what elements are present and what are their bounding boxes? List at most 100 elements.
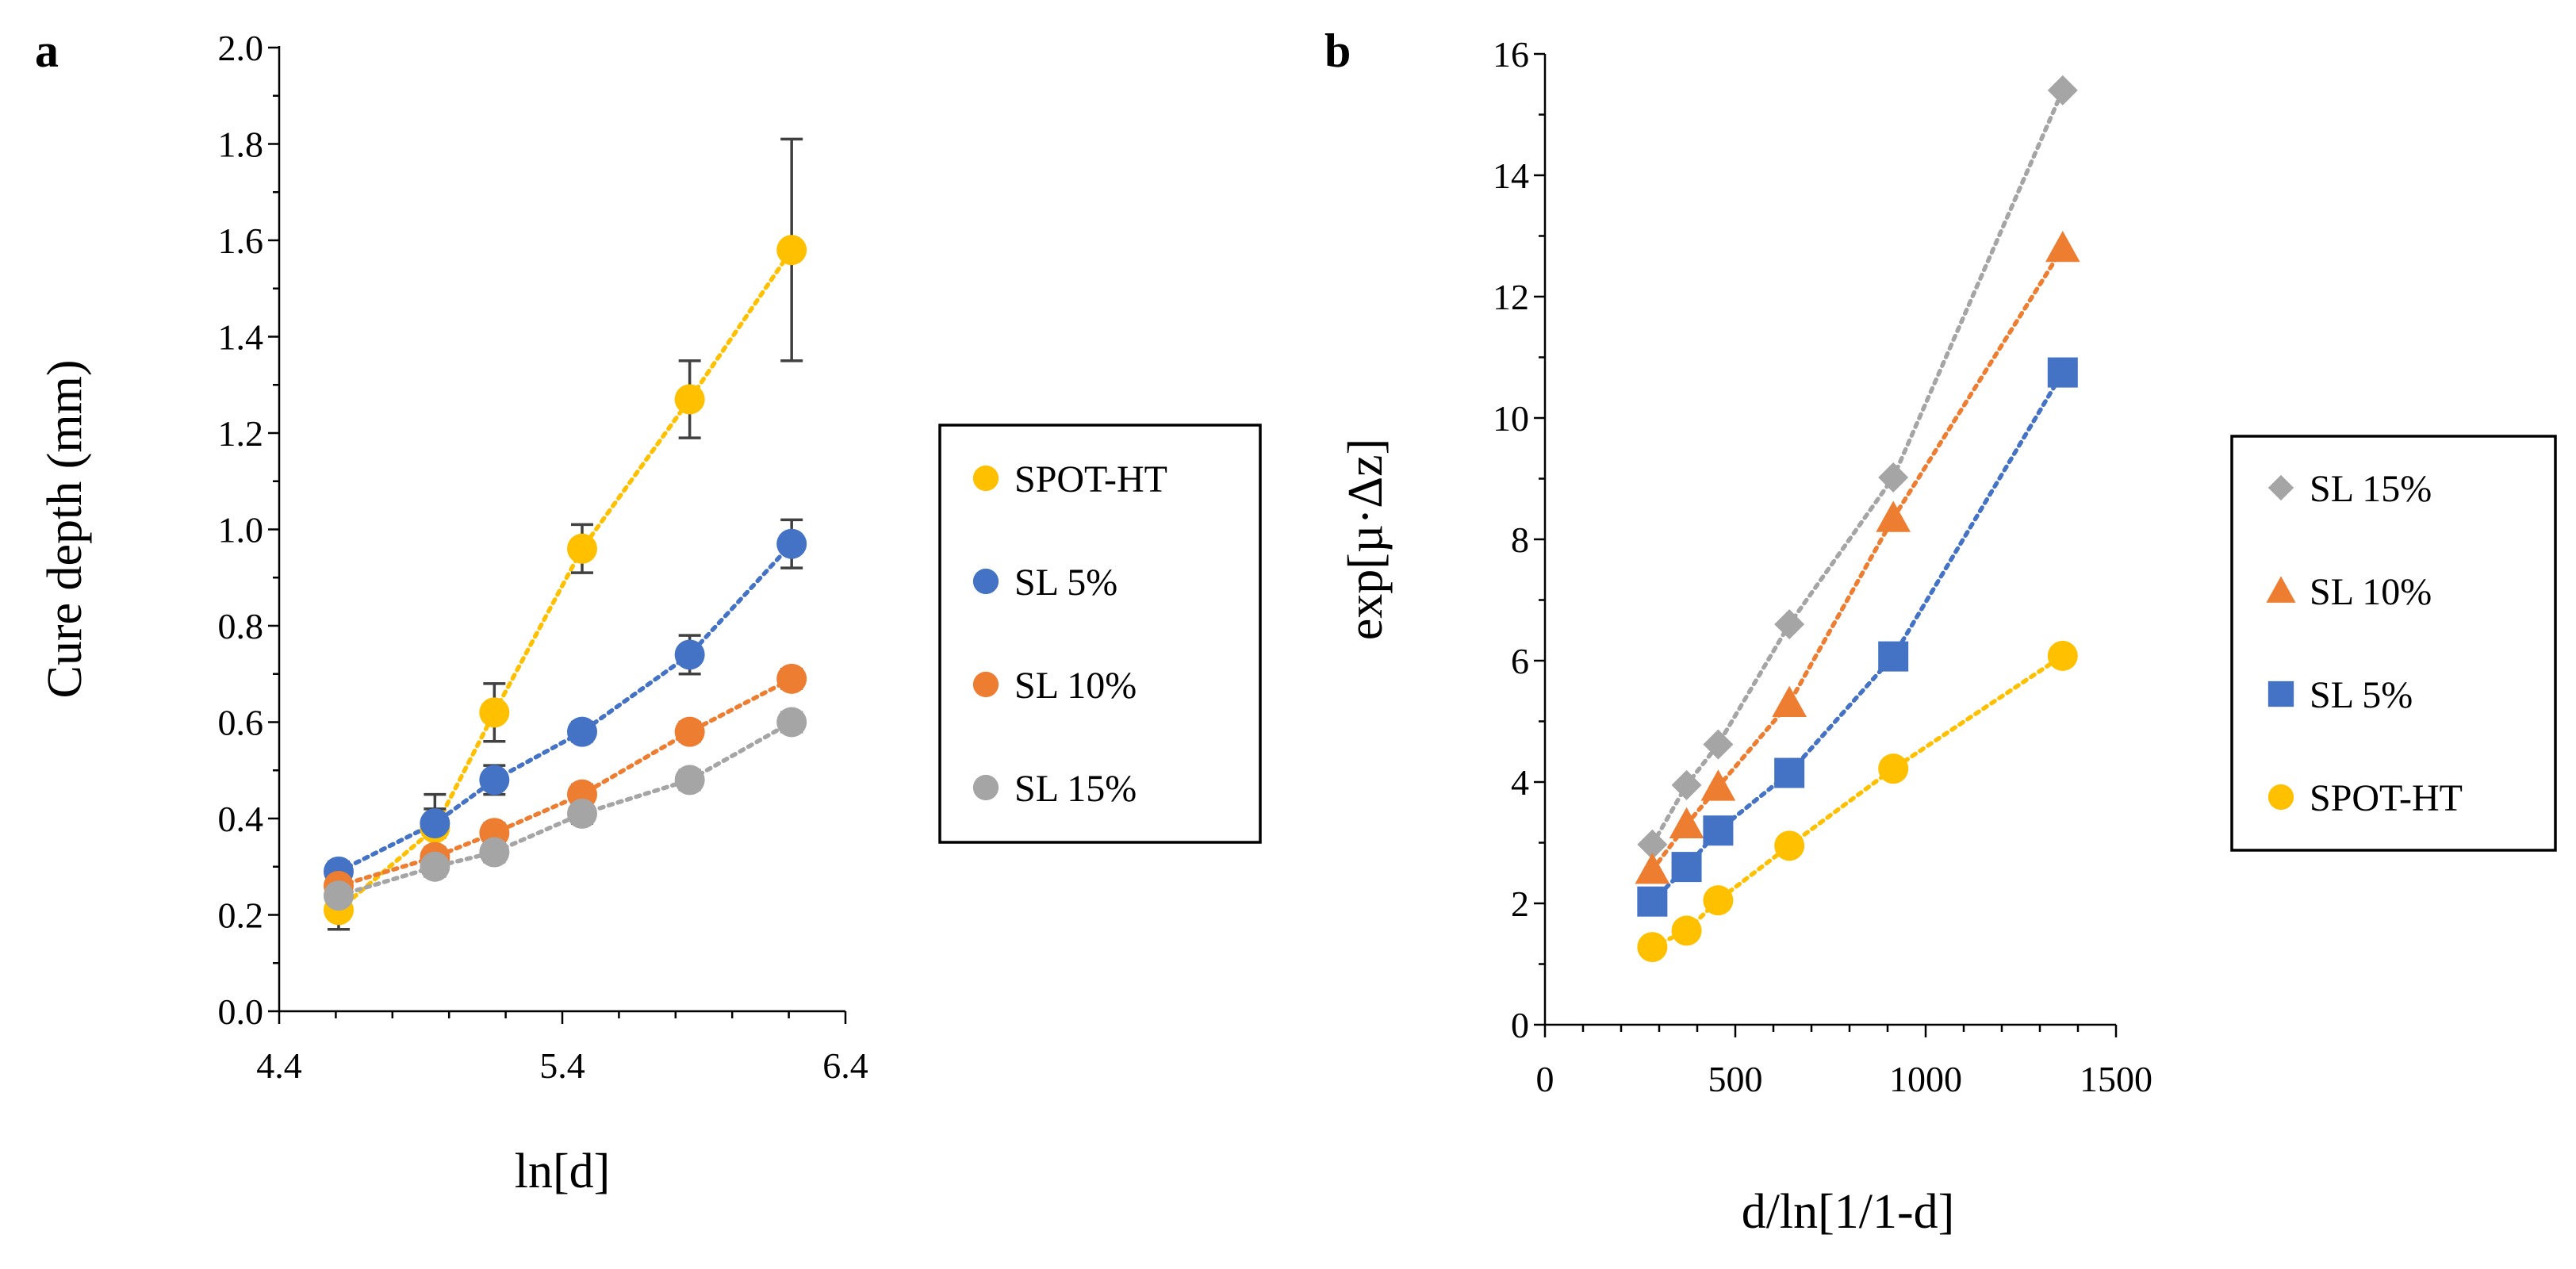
panel-a-label: a: [35, 25, 59, 77]
legend-marker-spot-ht: [2267, 784, 2294, 811]
y-tick-label: 0.0: [218, 991, 264, 1032]
data-point-sl-15: [674, 765, 705, 796]
y-tick-label: 16: [1493, 34, 1529, 75]
data-point-sl-15: [1671, 769, 1702, 800]
data-point-sl-5: [1703, 815, 1734, 846]
data-point-sl-5: [1637, 886, 1668, 917]
data-point-spot-ht: [479, 697, 510, 728]
legend-marker-sl-5: [2267, 681, 2294, 707]
x-tick-label: 500: [1708, 1059, 1763, 1099]
data-point-sl-5: [1774, 757, 1805, 788]
legend-marker-sl-5: [972, 568, 999, 595]
y-tick-label: 0.6: [218, 703, 264, 743]
data-point-spot-ht: [776, 235, 807, 266]
data-point-sl-15: [776, 707, 807, 738]
y-tick-label: 0.4: [218, 799, 264, 839]
x-tick-label: 5.4: [539, 1045, 585, 1086]
data-point-sl-15: [323, 880, 354, 911]
x-tick-label: 0: [1536, 1059, 1554, 1099]
legend-label-sl-5: SL 5%: [2310, 674, 2413, 716]
data-point-sl-10: [1876, 500, 1911, 532]
y-tick-label: 0.2: [218, 895, 264, 936]
y-tick-label: 1.4: [218, 317, 264, 358]
y-tick-label: 1.6: [218, 220, 264, 261]
data-point-spot-ht: [1878, 753, 1909, 784]
y-tick-label: 0.8: [218, 606, 264, 646]
data-point-sl-10: [1669, 807, 1704, 839]
panel-a-x-axis-title: ln[d]: [515, 1144, 611, 1198]
y-tick-label: 14: [1493, 155, 1529, 196]
legend-marker-sl-15: [972, 774, 999, 801]
data-point-spot-ht: [1671, 915, 1702, 946]
x-tick-label: 1000: [1889, 1059, 1962, 1099]
trendline-sl-5: [336, 541, 794, 874]
y-tick-label: 1.8: [218, 125, 264, 165]
panel-b-legend: SL 15% SL 10% SL 5% SPOT-HT: [2230, 435, 2557, 852]
y-tick-label: 10: [1493, 398, 1529, 439]
data-point-sl-10: [776, 663, 807, 694]
data-point-sl-5: [674, 639, 705, 670]
data-point-spot-ht: [566, 533, 597, 564]
x-tick-label: 1500: [2080, 1059, 2152, 1099]
data-point-sl-15: [479, 837, 510, 868]
legend-label-spot-ht: SPOT-HT: [2310, 777, 2463, 819]
panel-a-y-axis-title: Cure depth (mm): [38, 359, 92, 698]
y-tick-label: 8: [1511, 519, 1529, 560]
trendline-sl-15: [1650, 88, 2065, 847]
data-point-sl-5: [1671, 852, 1702, 883]
data-point-sl-15: [1774, 609, 1805, 640]
y-tick-label: 2.0: [218, 28, 264, 68]
legend-label-sl-10: SL 10%: [2310, 571, 2432, 613]
data-point-sl-5: [420, 808, 450, 839]
y-tick-label: 6: [1511, 641, 1529, 681]
panel-b-label: b: [1324, 25, 1351, 77]
x-tick-label: 6.4: [822, 1045, 868, 1086]
legend-label-spot-ht: SPOT-HT: [1014, 458, 1167, 500]
panel-b-y-axis-title: exp[µ·Δz]: [1339, 439, 1393, 641]
data-point-sl-5: [1878, 641, 1909, 672]
data-point-sl-10: [2045, 230, 2080, 263]
legend-marker-spot-ht: [972, 465, 999, 492]
y-tick-label: 12: [1493, 277, 1529, 317]
legend-marker-sl-10: [2266, 576, 2296, 603]
data-point-sl-15: [2047, 75, 2078, 105]
data-point-sl-15: [566, 798, 597, 829]
legend-label-sl-10: SL 10%: [1014, 665, 1137, 707]
legend-label-sl-5: SL 5%: [1014, 562, 1117, 604]
y-tick-label: 4: [1511, 762, 1529, 803]
data-point-sl-10: [674, 716, 705, 747]
trendline-spot-ht: [336, 247, 794, 913]
data-point-spot-ht: [2047, 640, 2078, 671]
trendline-sl-10: [336, 677, 794, 888]
data-point-sl-15: [1703, 729, 1734, 760]
x-tick-label: 4.4: [256, 1045, 302, 1086]
y-tick-label: 0: [1511, 1005, 1529, 1045]
data-point-spot-ht: [1637, 932, 1668, 963]
panel-a-legend: SPOT-HT SL 5% SL 10% SL 15%: [938, 424, 1262, 844]
data-point-sl-5: [566, 716, 597, 747]
y-tick-label: 2: [1511, 884, 1529, 924]
trendline-sl-15: [336, 719, 794, 898]
data-point-spot-ht: [1703, 885, 1734, 916]
legend-label-sl-15: SL 15%: [2310, 468, 2432, 510]
legend-marker-sl-10: [972, 671, 999, 698]
data-point-sl-10: [1635, 853, 1670, 884]
data-point-sl-5: [776, 528, 807, 559]
data-point-sl-15: [420, 851, 450, 882]
data-point-sl-15: [1637, 829, 1668, 860]
data-point-spot-ht: [1774, 830, 1805, 861]
y-tick-label: 1.2: [218, 413, 264, 454]
data-point-sl-5: [2047, 357, 2078, 388]
data-point-spot-ht: [674, 384, 705, 415]
data-point-sl-10: [1700, 769, 1736, 801]
trendline-sl-10: [1650, 246, 2065, 872]
legend-label-sl-15: SL 15%: [1014, 768, 1137, 810]
panel-a-chart: a 0.0 0.2 0.4 0.6 0.8 1.0 1.2 1.4 1.6 1.8 2.0 4.4 5.…: [35, 25, 1262, 1198]
data-point-sl-5: [479, 765, 510, 796]
panel-b-x-axis-title: d/ln[1/1-d]: [1742, 1185, 1955, 1239]
data-point-sl-15: [1878, 462, 1909, 493]
data-point-sl-10: [1772, 685, 1807, 718]
y-tick-label: 1.0: [218, 510, 264, 550]
